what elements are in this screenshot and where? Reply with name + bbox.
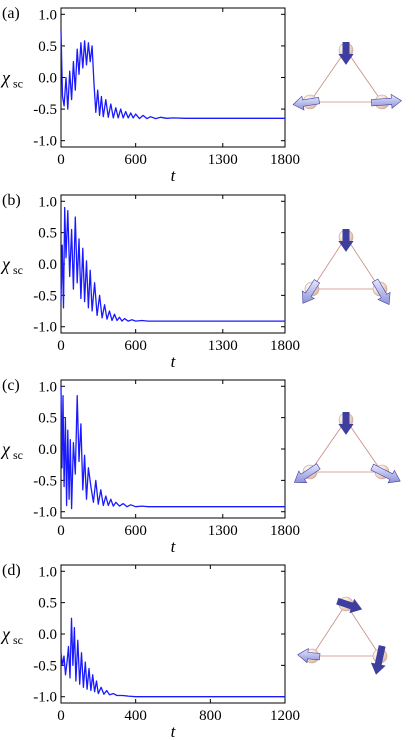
triangle-edge — [309, 49, 383, 103]
y-axis-label: χ — [0, 439, 11, 459]
spin-triangle-b — [302, 229, 391, 306]
spin-triangle-d — [297, 596, 388, 675]
x-tick-label: 1300 — [208, 152, 238, 168]
y-tick-label: -0.5 — [33, 473, 57, 489]
panel-label: (b) — [2, 192, 21, 209]
spin-arrow-icon — [370, 93, 403, 109]
x-tick-label: 1200 — [270, 708, 300, 724]
x-tick-label: 600 — [124, 152, 147, 168]
y-tick-label: 0.0 — [38, 257, 57, 273]
y-tick-label: -0.5 — [33, 102, 57, 118]
y-tick-label: 1.0 — [38, 379, 57, 395]
x-axis-label: t — [171, 537, 177, 556]
chart-panel-d: 1.0 0.5 0.0 -0.5 -1.00 400 800 1200 t χ sc (d) — [0, 562, 300, 740]
chart-panel-b: 1.0 0.5 0.0 -0.5 -1.00 600 1300 1800 t χ sc (b) — [0, 192, 300, 371]
x-tick-label: 0 — [57, 338, 65, 354]
panel-label: (a) — [2, 5, 20, 22]
spin-arrow-icon — [297, 648, 321, 664]
y-tick-label: 0.5 — [38, 596, 57, 612]
spin-triangle-a — [292, 41, 403, 111]
spin-arrow-icon — [338, 41, 354, 65]
series-line — [60, 617, 285, 698]
x-tick-label: 400 — [124, 708, 147, 724]
y-tick-label: 0.5 — [38, 226, 57, 242]
x-tick-label: 800 — [199, 708, 222, 724]
y-tick-label: -1.0 — [33, 690, 57, 706]
x-tick-label: 1800 — [270, 152, 300, 168]
spin-arrow-icon — [370, 463, 401, 484]
triangle-edge — [309, 419, 383, 473]
y-axis-label: χ — [0, 68, 11, 88]
x-tick-label: 1300 — [208, 523, 238, 539]
x-tick-label: 1800 — [270, 523, 300, 539]
x-axis-label: t — [171, 352, 177, 371]
x-tick-label: 0 — [57, 523, 65, 539]
chart-panel-a: 1.0 0.5 0.0 -0.5 -1.00 600 1300 1800 t χ sc (a) — [0, 5, 300, 185]
spin-triangle-c — [293, 411, 401, 484]
spin-arrow-icon — [293, 463, 321, 484]
y-tick-label: 0.0 — [38, 71, 57, 87]
x-axis-label: t — [171, 166, 177, 185]
x-axis-label: t — [171, 722, 177, 740]
y-axis-label: χ — [0, 254, 11, 274]
series-line — [60, 30, 285, 120]
spin-arrow-icon — [302, 279, 321, 304]
plot-frame — [60, 564, 286, 704]
spin-arrow-icon — [371, 278, 391, 306]
triangle-edge — [311, 236, 381, 290]
y-axis-label-subscript: sc — [13, 633, 23, 647]
y-tick-label: 1.0 — [38, 564, 57, 580]
spin-arrow-icon — [338, 411, 354, 435]
y-axis-label-subscript: sc — [13, 77, 23, 91]
x-tick-label: 0 — [57, 152, 65, 168]
series-line — [60, 206, 285, 322]
y-tick-label: -0.5 — [33, 288, 57, 304]
triangle-edge — [311, 603, 381, 657]
plot-frame — [60, 7, 286, 148]
y-tick-label: -1.0 — [33, 134, 57, 150]
y-axis-label: χ — [0, 624, 11, 644]
y-tick-label: 1.0 — [38, 194, 57, 210]
x-tick-label: 0 — [57, 708, 65, 724]
x-tick-label: 600 — [124, 338, 147, 354]
y-tick-label: -0.5 — [33, 658, 57, 674]
y-tick-label: -1.0 — [33, 505, 57, 521]
plot-frame — [60, 194, 286, 334]
y-tick-label: 0.5 — [38, 39, 57, 55]
x-tick-label: 600 — [124, 523, 147, 539]
y-tick-label: 0.0 — [38, 627, 57, 643]
chart-panel-c: 1.0 0.5 0.0 -0.5 -1.00 600 1300 1800 t χ sc (c) — [0, 377, 300, 556]
spin-arrow-icon — [292, 95, 320, 111]
y-tick-label: -1.0 — [33, 320, 57, 336]
panel-label: (c) — [2, 377, 20, 394]
panel-label: (d) — [2, 562, 21, 579]
spin-arrow-icon — [336, 597, 363, 614]
spin-arrow-icon — [338, 229, 354, 252]
y-tick-label: 0.5 — [38, 411, 57, 427]
spin-arrow-icon — [370, 645, 386, 675]
x-tick-label: 1800 — [270, 338, 300, 354]
y-axis-label-subscript: sc — [13, 263, 23, 277]
y-tick-label: 1.0 — [38, 7, 57, 23]
y-tick-label: 0.0 — [38, 442, 57, 458]
y-axis-label-subscript: sc — [13, 448, 23, 462]
series-line — [60, 386, 285, 510]
x-tick-label: 1300 — [208, 338, 238, 354]
